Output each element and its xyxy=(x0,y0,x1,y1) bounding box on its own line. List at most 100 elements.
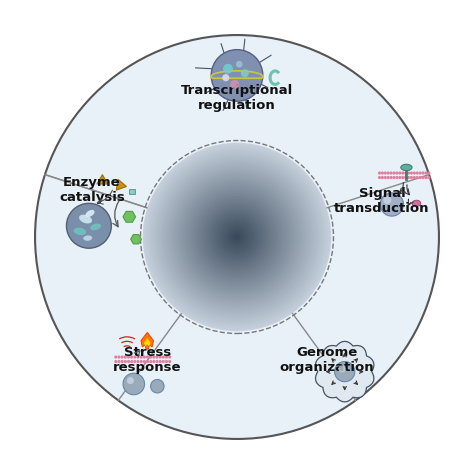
Circle shape xyxy=(416,176,419,179)
Circle shape xyxy=(401,176,404,179)
Circle shape xyxy=(407,172,410,174)
Circle shape xyxy=(165,360,168,363)
Circle shape xyxy=(163,163,311,311)
Circle shape xyxy=(230,80,239,89)
Circle shape xyxy=(158,158,316,316)
Circle shape xyxy=(160,160,314,314)
Circle shape xyxy=(149,149,325,325)
Circle shape xyxy=(179,179,295,295)
Circle shape xyxy=(234,234,240,240)
Circle shape xyxy=(209,209,265,265)
Circle shape xyxy=(383,196,392,204)
Circle shape xyxy=(419,172,422,174)
Circle shape xyxy=(401,172,404,174)
Circle shape xyxy=(218,218,256,256)
Circle shape xyxy=(35,35,439,439)
Circle shape xyxy=(187,187,287,287)
Circle shape xyxy=(201,201,273,273)
Circle shape xyxy=(152,356,155,359)
Circle shape xyxy=(159,360,162,363)
Circle shape xyxy=(241,69,249,77)
Circle shape xyxy=(421,172,425,174)
Circle shape xyxy=(124,360,127,363)
Circle shape xyxy=(206,206,268,268)
Circle shape xyxy=(213,213,261,261)
Circle shape xyxy=(410,172,413,174)
Circle shape xyxy=(171,171,303,303)
Circle shape xyxy=(174,174,300,300)
Circle shape xyxy=(384,176,387,179)
Circle shape xyxy=(424,172,428,174)
Circle shape xyxy=(166,166,308,308)
Circle shape xyxy=(157,157,317,317)
Polygon shape xyxy=(316,341,374,402)
Circle shape xyxy=(137,356,139,359)
Circle shape xyxy=(221,221,253,253)
Circle shape xyxy=(380,193,403,216)
Circle shape xyxy=(130,356,133,359)
Circle shape xyxy=(123,373,145,395)
Text: Stress
response: Stress response xyxy=(113,346,182,374)
Circle shape xyxy=(185,185,289,289)
Circle shape xyxy=(338,365,346,373)
Circle shape xyxy=(155,360,159,363)
Circle shape xyxy=(395,176,399,179)
Circle shape xyxy=(228,228,246,246)
Circle shape xyxy=(176,176,298,298)
Circle shape xyxy=(168,356,171,359)
Circle shape xyxy=(419,176,422,179)
Text: Transcriptional
regulation: Transcriptional regulation xyxy=(181,84,293,112)
Circle shape xyxy=(154,154,320,320)
Circle shape xyxy=(196,196,278,278)
Circle shape xyxy=(66,203,111,248)
Circle shape xyxy=(146,356,149,359)
Circle shape xyxy=(143,143,331,331)
Circle shape xyxy=(231,231,243,243)
Circle shape xyxy=(236,236,238,238)
Circle shape xyxy=(120,360,124,363)
Circle shape xyxy=(159,356,162,359)
Circle shape xyxy=(404,172,407,174)
Circle shape xyxy=(118,356,120,359)
Circle shape xyxy=(398,172,401,174)
Circle shape xyxy=(162,162,312,312)
Circle shape xyxy=(182,182,292,292)
Circle shape xyxy=(226,226,248,248)
Circle shape xyxy=(421,176,425,179)
Circle shape xyxy=(120,356,124,359)
Circle shape xyxy=(211,50,263,101)
Circle shape xyxy=(118,360,120,363)
Circle shape xyxy=(188,188,286,286)
Circle shape xyxy=(193,193,281,281)
Text: Enzyme
catalysis: Enzyme catalysis xyxy=(59,176,125,204)
Circle shape xyxy=(152,360,155,363)
Circle shape xyxy=(210,210,264,264)
Circle shape xyxy=(427,176,430,179)
Circle shape xyxy=(424,176,428,179)
Circle shape xyxy=(190,190,284,284)
Circle shape xyxy=(127,360,130,363)
Circle shape xyxy=(170,170,304,304)
Circle shape xyxy=(335,362,355,382)
Circle shape xyxy=(392,176,396,179)
Circle shape xyxy=(378,172,381,174)
Circle shape xyxy=(416,172,419,174)
Polygon shape xyxy=(123,211,136,222)
Circle shape xyxy=(146,360,149,363)
Circle shape xyxy=(384,172,387,174)
Circle shape xyxy=(137,360,139,363)
Polygon shape xyxy=(116,180,127,190)
Circle shape xyxy=(151,380,164,393)
Circle shape xyxy=(183,183,291,291)
Circle shape xyxy=(217,217,257,257)
Circle shape xyxy=(381,176,384,179)
Ellipse shape xyxy=(401,164,412,171)
Ellipse shape xyxy=(90,224,101,230)
Text: Signal
transduction: Signal transduction xyxy=(334,187,430,215)
Circle shape xyxy=(232,232,242,242)
Polygon shape xyxy=(144,338,150,346)
Circle shape xyxy=(413,172,416,174)
FancyBboxPatch shape xyxy=(129,189,135,194)
Ellipse shape xyxy=(83,236,92,241)
Circle shape xyxy=(236,61,243,68)
